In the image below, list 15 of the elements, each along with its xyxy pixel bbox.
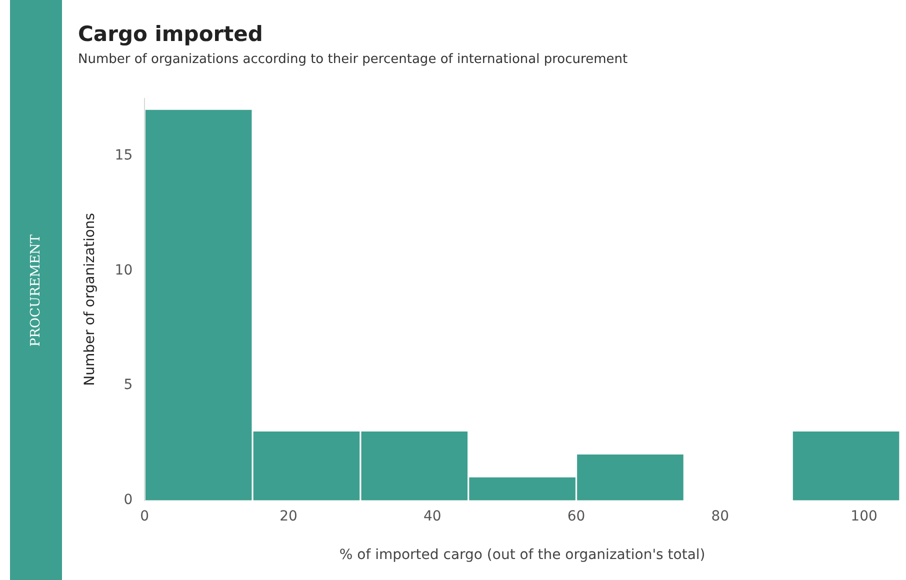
- x-tick-label: 20: [280, 508, 298, 524]
- x-tick-label: 100: [850, 508, 878, 524]
- x-tick-label: 60: [567, 508, 586, 524]
- y-tick-label: 0: [124, 492, 133, 508]
- chart-title: Cargo imported: [78, 22, 263, 46]
- y-tick-label: 15: [114, 147, 133, 164]
- y-tick-label: 5: [124, 377, 133, 394]
- x-tick-label: 0: [140, 508, 150, 524]
- text: PROCUREMENT: [28, 234, 44, 346]
- y-tick-label: 10: [114, 262, 133, 278]
- chart-subtitle: Number of organizations according to their percentage of international procurement: [78, 52, 628, 67]
- x-tick-label: 40: [423, 508, 442, 524]
- x-axis-title: % of imported cargo (out of the organization's total): [339, 547, 706, 564]
- y-axis-title: Number of organizations: [82, 212, 98, 386]
- x-tick-label: 80: [711, 508, 730, 524]
